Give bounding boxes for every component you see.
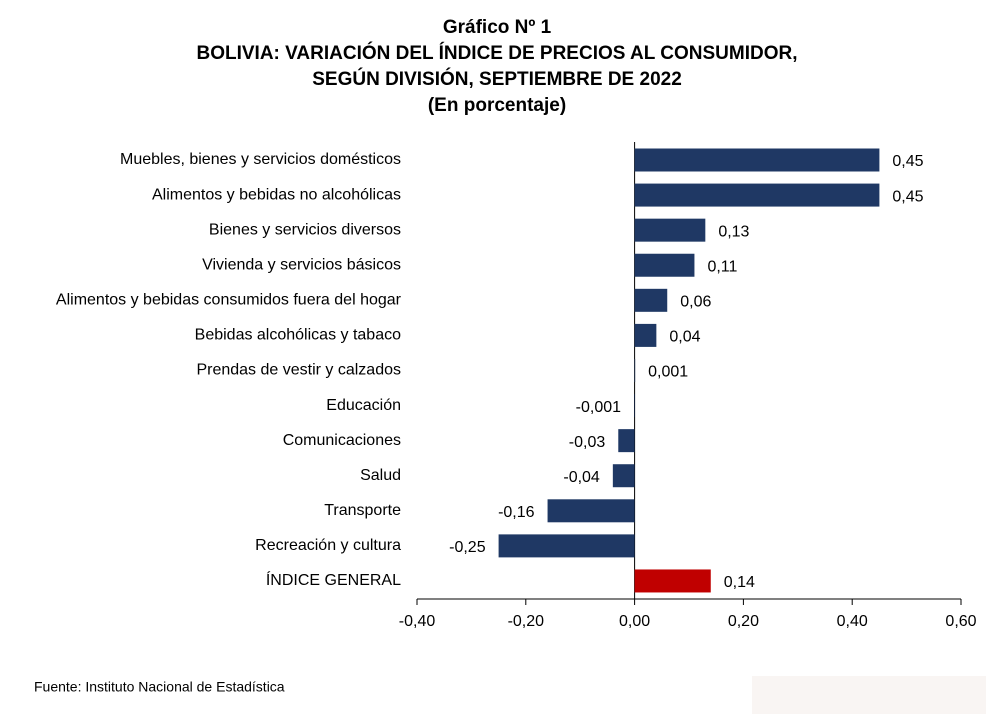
x-tick-label: 0,00 [619,613,650,630]
bar [498,534,635,558]
x-tick-label: 0,40 [837,613,868,630]
bar [634,288,668,312]
y-tick-label: Alimentos y bebidas consumidos fuera del… [56,292,402,309]
value-label: -0,25 [449,539,486,556]
y-tick-label: ÍNDICE GENERAL [266,570,401,589]
y-tick-label: Recreación y cultura [255,537,401,554]
bar [634,358,636,382]
x-tick-label: -0,40 [399,613,436,630]
value-label: 0,001 [648,364,688,381]
y-tick-label: Vivienda y servicios básicos [202,256,401,273]
value-label: 0,14 [724,574,755,591]
chart-title: BOLIVIA: VARIACIÓN DEL ÍNDICE DE PRECIOS… [196,42,797,64]
y-tick-label: Comunicaciones [283,432,401,449]
value-label: 0,45 [892,153,923,170]
chart-title: SEGÚN DIVISIÓN, SEPTIEMBRE DE 2022 [312,68,682,90]
y-tick-label: Bebidas alcohólicas y tabaco [195,327,401,344]
y-tick-label: Bienes y servicios diversos [209,221,401,238]
chart-title: Gráfico Nº 1 [443,17,552,38]
value-label: -0,03 [569,434,606,451]
decor-box [752,676,986,714]
value-label: 0,13 [718,223,749,240]
bar [634,148,880,172]
value-label: 0,04 [669,329,700,346]
value-label: 0,06 [680,294,711,311]
y-tick-label: Transporte [324,502,401,519]
value-label: 0,45 [892,188,923,205]
y-tick-label: Salud [360,467,401,484]
bar [634,394,635,418]
x-tick-label: -0,20 [508,613,545,630]
chart-subtitle: (En porcentaje) [428,95,566,116]
value-label: -0,001 [576,399,621,416]
bar [634,323,657,347]
bar [634,569,711,593]
bar [634,218,706,242]
x-tick-label: 0,60 [945,613,976,630]
source: Fuente: Instituto Nacional de Estadístic… [34,679,285,695]
value-label: 0,11 [707,258,737,275]
y-tick-label: Muebles, bienes y servicios domésticos [120,151,401,168]
value-label: -0,04 [563,469,600,486]
value-label: -0,16 [498,504,535,521]
y-tick-label: Alimentos y bebidas no alcohólicas [152,186,401,203]
bar [612,464,635,488]
bar [618,429,635,453]
bar [634,183,880,207]
y-tick-label: Educación [326,397,401,414]
bar [634,253,695,277]
x-tick-label: 0,20 [728,613,759,630]
bar [547,499,635,523]
y-tick-label: Prendas de vestir y calzados [196,362,401,379]
